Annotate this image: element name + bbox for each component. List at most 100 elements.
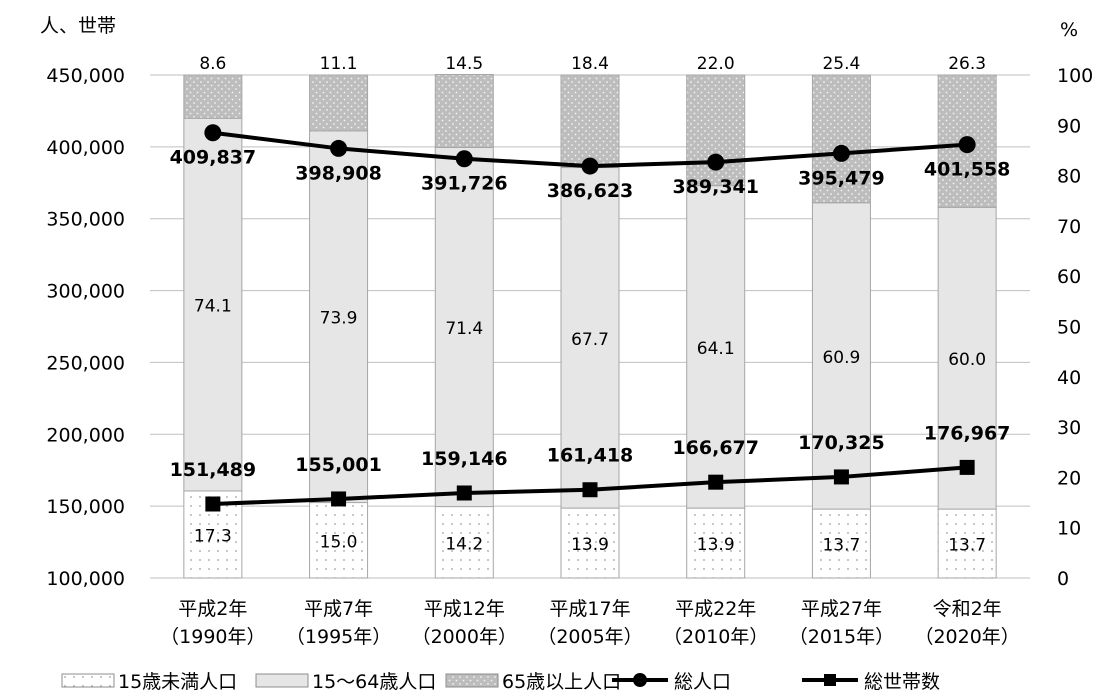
pct-label-15-64: 60.9 [822,348,860,368]
bar-segment-15-64 [937,206,997,510]
pct-label-15-64: 67.7 [571,330,609,350]
right-axis-tick-label: 80 [1057,166,1081,188]
legend-square-marker [824,674,836,686]
legend-label: 総世帯数 [864,671,940,693]
left-axis-tick-label: 300,000 [46,281,125,303]
pct-label-under-15: 13.9 [571,535,609,555]
total-population-marker [204,124,222,142]
category-sublabel: （2000年） [412,626,517,648]
pct-label-under-15: 13.7 [948,536,986,556]
legend-swatch [255,673,309,688]
category-sublabel: （1995年） [286,626,391,648]
left-axis-title: 人、世帯 [40,15,116,37]
pct-label-65-plus: 26.3 [948,54,986,74]
bar-segment-65-plus [811,74,871,204]
bar-segment-15-64 [811,202,871,510]
right-axis-tick-label: 100 [1057,65,1093,87]
pct-label-65-plus: 14.5 [445,54,483,74]
right-axis-tick-label: 60 [1057,266,1081,288]
total-population-marker [707,153,725,171]
total-population-marker [958,136,976,154]
category-sublabel: （2020年） [914,626,1019,648]
pct-label-under-15: 17.3 [194,526,232,546]
legend-label: 15歳未満人口 [118,671,237,693]
total-population-value-label: 409,837 [170,147,257,169]
right-axis-tick-label: 90 [1057,115,1081,137]
pct-label-65-plus: 18.4 [571,54,609,74]
pct-label-under-15: 13.7 [822,536,860,556]
category-sublabel: （2005年） [537,626,642,648]
category-label: 平成7年 [304,598,373,620]
pct-label-15-64: 60.0 [948,350,986,370]
total-households-value-label: 161,418 [547,445,634,467]
category-sublabel: （1990年） [160,626,265,648]
total-population-marker [832,144,850,162]
bar-segment-65-plus [309,74,369,132]
pct-label-under-15: 13.9 [697,535,735,555]
pct-label-15-64: 74.1 [194,297,232,317]
line-series [204,124,976,512]
bar-segment-65-plus [686,74,746,187]
pct-label-15-64: 73.9 [320,309,358,329]
bar-segment-65-plus [434,73,494,148]
total-households-marker [205,496,221,512]
legend-label: 65歳以上人口 [502,671,621,693]
legend-swatch [445,673,499,688]
bar-segment-15-64 [183,117,243,492]
legend: 15歳未満人口 15～64歳人口 65歳以上人口 総人口 総世帯数 [61,671,940,693]
total-households-marker [959,459,975,475]
bar-segment-under-15 [309,502,369,579]
total-households-marker [331,491,347,507]
right-axis-tick-label: 10 [1057,518,1081,540]
total-population-value-label: 398,908 [295,162,382,184]
total-population-value-label: 389,341 [672,176,759,198]
total-population-value-label: 391,726 [421,173,508,195]
total-households-marker [833,469,849,485]
bar-segment-65-plus [183,74,243,119]
pct-label-65-plus: 8.6 [199,54,226,74]
category-label: 平成27年 [801,598,882,620]
total-population-marker [330,139,348,157]
pct-label-65-plus: 11.1 [320,54,358,74]
left-axis-tick-label: 150,000 [46,496,125,518]
total-population-value-label: 395,479 [798,167,885,189]
category-label: 平成12年 [424,598,505,620]
pct-label-15-64: 71.4 [445,319,483,339]
category-label: 令和2年 [933,598,1002,620]
pct-label-15-64: 64.1 [697,339,735,359]
total-population-marker [455,150,473,168]
right-axis-tick-label: 0 [1057,568,1069,590]
left-axis-tick-label: 450,000 [46,65,125,87]
total-households-value-label: 170,325 [798,432,885,454]
left-axis-tick-label: 350,000 [46,209,125,231]
category-label: 平成17年 [549,598,630,620]
total-households-value-label: 176,967 [924,422,1011,444]
category-sublabel: （2015年） [789,626,894,648]
left-axis-tick-label: 200,000 [46,424,125,446]
legend-circle-marker [633,673,647,687]
right-axis-tick-label: 50 [1057,317,1081,339]
total-population-value-label: 386,623 [547,180,634,202]
chart-labels: 100,000 150,000 200,000 250,000 300,000 350,0… [40,15,1093,648]
bar-segment-15-64 [560,167,620,509]
left-axis-tick-label: 250,000 [46,352,125,374]
total-population-marker [581,157,599,175]
left-axis-tick-label: 400,000 [46,137,125,159]
left-axis-tick-label: 100,000 [46,568,125,590]
category-sublabel: （2010年） [663,626,768,648]
total-households-value-label: 155,001 [295,454,382,476]
bar-segment-under-15 [560,507,620,579]
right-axis-tick-label: 40 [1057,367,1081,389]
right-axis-tick-label: 20 [1057,467,1081,489]
pct-label-65-plus: 25.4 [822,54,860,74]
category-label: 平成2年 [178,598,247,620]
category-label: 平成22年 [675,598,756,620]
total-households-value-label: 151,489 [170,459,257,481]
right-axis-title: % [1060,19,1078,41]
right-axis-tick-label: 30 [1057,417,1081,439]
bar-segment-under-15 [937,508,997,579]
total-households-marker [456,485,472,501]
bar-segment-under-15 [686,507,746,579]
